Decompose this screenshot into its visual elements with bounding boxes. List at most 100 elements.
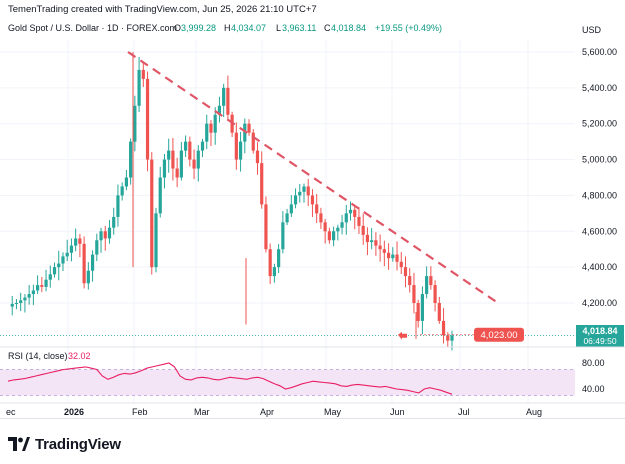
low-value: 3,963.11 — [282, 23, 316, 33]
candle-body — [361, 225, 365, 235]
candle-body — [188, 141, 192, 160]
candle-body — [268, 249, 272, 277]
price-tick: 4,600.00 — [582, 226, 617, 236]
countdown-timer: 06:49:50 — [583, 336, 616, 346]
time-label-dec: ec — [6, 407, 16, 417]
price-tick: 5,600.00 — [582, 47, 617, 57]
time-label-2026: 2026 — [64, 407, 84, 417]
candle-body — [217, 105, 222, 115]
tradingview-logo-icon — [8, 437, 30, 451]
alert-price-text: 4,023.00 — [481, 330, 518, 341]
candle-body — [441, 320, 446, 336]
candle-body — [10, 303, 14, 307]
change-value: +19.55 (+0.49%) — [375, 23, 442, 33]
candle-body — [69, 245, 74, 253]
rsi-band — [0, 369, 575, 396]
candle-body — [129, 141, 133, 178]
chart-header: TemenTrading created with TradingView.co… — [0, 0, 625, 20]
candle-body — [222, 87, 226, 106]
candle-body — [103, 231, 107, 239]
candle-body — [184, 141, 188, 151]
candle-body — [255, 150, 260, 164]
candle-body — [36, 285, 40, 291]
price-axis[interactable]: 5,600.00 5,400.00 5,200.00 5,000.00 4,800.00… — [582, 47, 617, 308]
price-tick: 4,400.00 — [582, 262, 617, 272]
rsi-tick-80: 80.00 — [582, 358, 605, 368]
candle-body — [399, 261, 403, 268]
candle-body — [378, 245, 382, 250]
candle-body — [40, 285, 44, 287]
candle-body — [416, 303, 420, 321]
candle-body — [171, 150, 175, 169]
candle-body — [154, 213, 158, 268]
currency-label: USD — [582, 25, 602, 35]
candle-body — [277, 249, 281, 268]
candle-body — [192, 159, 196, 169]
high-label: H — [224, 23, 231, 33]
candle-body — [374, 240, 378, 246]
candle-body — [285, 213, 289, 223]
candle-body — [289, 204, 293, 214]
rsi-title: RSI (14, close) — [8, 351, 68, 361]
candle-body — [52, 267, 57, 275]
ohlc-readout: O 3,999.28 H 4,034.07 L 3,963.11 C 4,018… — [174, 23, 442, 33]
alert-price-label[interactable]: 4,023.00 — [474, 327, 524, 342]
last-price-badge: 4,018.84 06:49:50 — [576, 325, 624, 347]
close-value: 4,018.84 — [331, 23, 366, 33]
candle-body — [167, 150, 171, 160]
candle-body — [260, 163, 264, 205]
candle-body — [243, 123, 247, 142]
price-tick: 4,800.00 — [582, 190, 617, 200]
author-credit: TemenTrading created with TradingView.co… — [8, 4, 317, 15]
tradingview-logo[interactable]: TradingView — [8, 434, 121, 454]
candle-body — [348, 209, 353, 214]
candle-body — [31, 290, 35, 295]
candle-body — [412, 285, 416, 303]
time-axis[interactable]: ec 2026 Feb Mar Apr May Jun Jul Aug — [6, 407, 542, 417]
candle-body — [175, 168, 179, 178]
candle-body — [425, 276, 429, 295]
candle-body — [133, 105, 137, 142]
open-value: 3,999.28 — [181, 23, 216, 33]
alert-hand-icon[interactable] — [398, 331, 407, 340]
candle-body — [429, 276, 433, 286]
chart-grid — [0, 40, 575, 403]
candle-body — [44, 279, 48, 287]
time-label-apr: Apr — [260, 407, 274, 417]
candle-body — [23, 297, 27, 301]
candle-body — [90, 254, 95, 271]
rsi-tick-40: 40.00 — [582, 384, 605, 394]
candle-body — [86, 270, 90, 284]
candle-body — [107, 227, 112, 239]
candle-body — [61, 256, 65, 264]
candle-body — [420, 294, 424, 321]
candle-body — [298, 191, 302, 196]
price-chart[interactable]: Gold Spot / U.S. Dollar · 1D · FOREX.com… — [0, 0, 625, 418]
trendline[interactable] — [127, 51, 499, 304]
candle-body — [382, 249, 386, 253]
candle-body — [315, 204, 319, 214]
rsi-line — [7, 362, 453, 395]
candle-body — [281, 222, 285, 250]
candle-body — [48, 274, 52, 280]
candle-body — [310, 195, 315, 205]
candle-body — [141, 69, 145, 79]
candle-body — [293, 195, 298, 205]
candle-body — [137, 69, 141, 106]
candle-body — [408, 276, 412, 286]
rsi-value: 32.02 — [68, 351, 91, 361]
price-tick: 5,000.00 — [582, 155, 617, 165]
candle-body — [353, 209, 357, 217]
candle-body — [395, 254, 399, 262]
candle-body — [226, 87, 230, 115]
candle-body — [247, 123, 251, 133]
candle-body — [391, 254, 395, 259]
candle-body — [370, 240, 374, 243]
candle-body — [74, 238, 78, 246]
footer: TradingView — [0, 418, 625, 464]
open-label: O — [174, 23, 181, 33]
candle-body — [234, 132, 238, 160]
candle-body — [319, 213, 323, 223]
candle-body — [116, 195, 120, 217]
symbol-title: Gold Spot / U.S. Dollar · 1D · FOREX.com — [8, 23, 177, 33]
